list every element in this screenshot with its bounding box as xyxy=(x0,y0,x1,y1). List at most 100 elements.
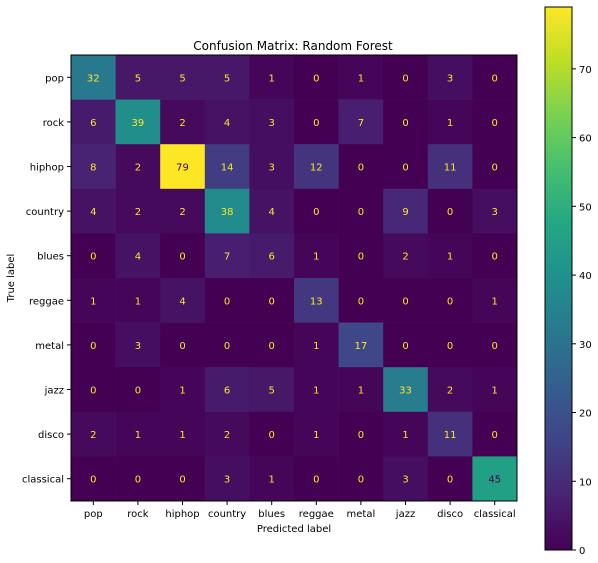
cell-value-label: 0 xyxy=(492,118,498,129)
colorbar-tick-label: 60 xyxy=(579,134,592,145)
heatmap-cell xyxy=(204,188,250,234)
cell-value-label: 2 xyxy=(402,252,408,263)
cell-value-label: 1 xyxy=(179,386,185,397)
cell-value-label: 0 xyxy=(402,341,408,352)
heatmap-cell xyxy=(249,322,295,368)
cell-value-label: 2 xyxy=(179,207,185,218)
cell-value-label: 6 xyxy=(269,252,275,263)
cell-value-label: 2 xyxy=(90,430,96,441)
cell-value-label: 0 xyxy=(447,475,453,486)
heatmap-cell xyxy=(383,278,429,323)
heatmap-cell xyxy=(160,188,206,234)
cell-value-label: 11 xyxy=(444,163,457,174)
x-tick-label: rock xyxy=(127,509,149,520)
cell-value-label: 2 xyxy=(135,163,141,174)
cell-value-label: 0 xyxy=(358,207,364,218)
heatmap-cell xyxy=(160,278,206,323)
heatmap-cell xyxy=(383,367,429,413)
colorbar-tick-label: 40 xyxy=(579,271,592,282)
y-tick-label: rock xyxy=(43,118,65,129)
heatmap-cell xyxy=(427,322,473,368)
cell-value-label: 45 xyxy=(488,475,501,486)
cell-value-label: 0 xyxy=(179,252,185,263)
cell-value-label: 0 xyxy=(90,252,96,263)
cell-value-label: 38 xyxy=(221,207,234,218)
heatmap-cell xyxy=(115,233,161,279)
heatmap-cell xyxy=(472,411,518,457)
x-tick-label: country xyxy=(208,509,246,520)
heatmap-cell xyxy=(249,278,295,323)
heatmap-cell xyxy=(249,55,295,100)
chart-title: Confusion Matrix: Random Forest xyxy=(193,39,393,53)
cell-value-label: 5 xyxy=(135,73,141,84)
cell-value-label: 7 xyxy=(358,118,364,129)
colorbar-ticks: 0 10 20 30 40 50 60 70 xyxy=(572,65,592,557)
heatmap-cell xyxy=(204,278,250,323)
heatmap-cell xyxy=(383,411,429,457)
cell-value-label: 1 xyxy=(313,252,319,263)
heatmap-cell xyxy=(71,99,116,145)
cell-value-label: 13 xyxy=(310,296,323,307)
cell-value-label: 1 xyxy=(269,73,275,84)
y-tick-label: pop xyxy=(45,73,64,84)
heatmap-cell xyxy=(427,456,473,502)
y-axis-ticks: pop rock hiphop country blues reggae metal jazz… xyxy=(22,73,71,486)
heatmap-cell xyxy=(204,367,250,413)
heatmap-cell xyxy=(71,411,116,457)
heatmap-cell xyxy=(427,278,473,323)
heatmap-cell xyxy=(71,278,116,323)
cell-value-label: 0 xyxy=(313,73,319,84)
cell-value-label: 0 xyxy=(358,430,364,441)
cell-value-label: 0 xyxy=(90,475,96,486)
heatmap-cell xyxy=(338,99,384,145)
cell-value-label: 0 xyxy=(402,118,408,129)
cell-value-label: 0 xyxy=(224,341,230,352)
cell-value-label: 0 xyxy=(492,341,498,352)
cell-value-label: 4 xyxy=(90,207,96,218)
heatmap-cell xyxy=(71,367,116,413)
heatmap-cell-labels: 32 5 5 5 1 0 1 0 3 06 39 2 4 3 0 7 0 1 08 2 79 14 3 12 0 0 11 04 2 2 3… xyxy=(87,73,501,485)
cell-value-label: 17 xyxy=(355,341,368,352)
heatmap-cell xyxy=(383,233,429,279)
heatmap-cell xyxy=(472,278,518,323)
heatmap-cell xyxy=(115,278,161,323)
y-tick-label: country xyxy=(26,207,64,218)
heatmap-cell xyxy=(160,233,206,279)
heatmap-cell xyxy=(472,99,518,145)
heatmap-cell xyxy=(204,99,250,145)
heatmap-cell xyxy=(115,55,161,100)
heatmap-cell xyxy=(160,144,206,190)
y-tick-label: disco xyxy=(38,430,64,441)
cell-value-label: 3 xyxy=(447,73,453,84)
heatmap-cell xyxy=(249,144,295,190)
x-tick-label: disco xyxy=(437,509,463,520)
heatmap-cell xyxy=(160,99,206,145)
heatmap-cell xyxy=(160,322,206,368)
heatmap-cell xyxy=(160,367,206,413)
cell-value-label: 0 xyxy=(358,475,364,486)
cell-value-label: 1 xyxy=(179,430,185,441)
cell-value-label: 0 xyxy=(492,73,498,84)
cell-value-label: 32 xyxy=(87,73,100,84)
heatmap-cell xyxy=(383,188,429,234)
cell-value-label: 0 xyxy=(179,475,185,486)
heatmap-cell xyxy=(472,322,518,368)
heatmap-cell xyxy=(472,188,518,234)
heatmap-cell xyxy=(383,99,429,145)
heatmap-cell xyxy=(204,144,250,190)
cell-value-label: 0 xyxy=(358,252,364,263)
heatmap-cells xyxy=(71,55,518,502)
heatmap-cell xyxy=(115,99,161,145)
heatmap-cell xyxy=(160,456,206,502)
heatmap-cell xyxy=(294,233,339,279)
heatmap-cell xyxy=(71,144,116,190)
heatmap-cell xyxy=(383,144,429,190)
heatmap-cell xyxy=(472,456,518,502)
cell-value-label: 6 xyxy=(224,386,230,397)
heatmap-cell xyxy=(115,144,161,190)
heatmap-cell xyxy=(71,456,116,502)
cell-value-label: 0 xyxy=(135,475,141,486)
y-tick-label: hiphop xyxy=(30,163,64,174)
heatmap-cell xyxy=(338,144,384,190)
